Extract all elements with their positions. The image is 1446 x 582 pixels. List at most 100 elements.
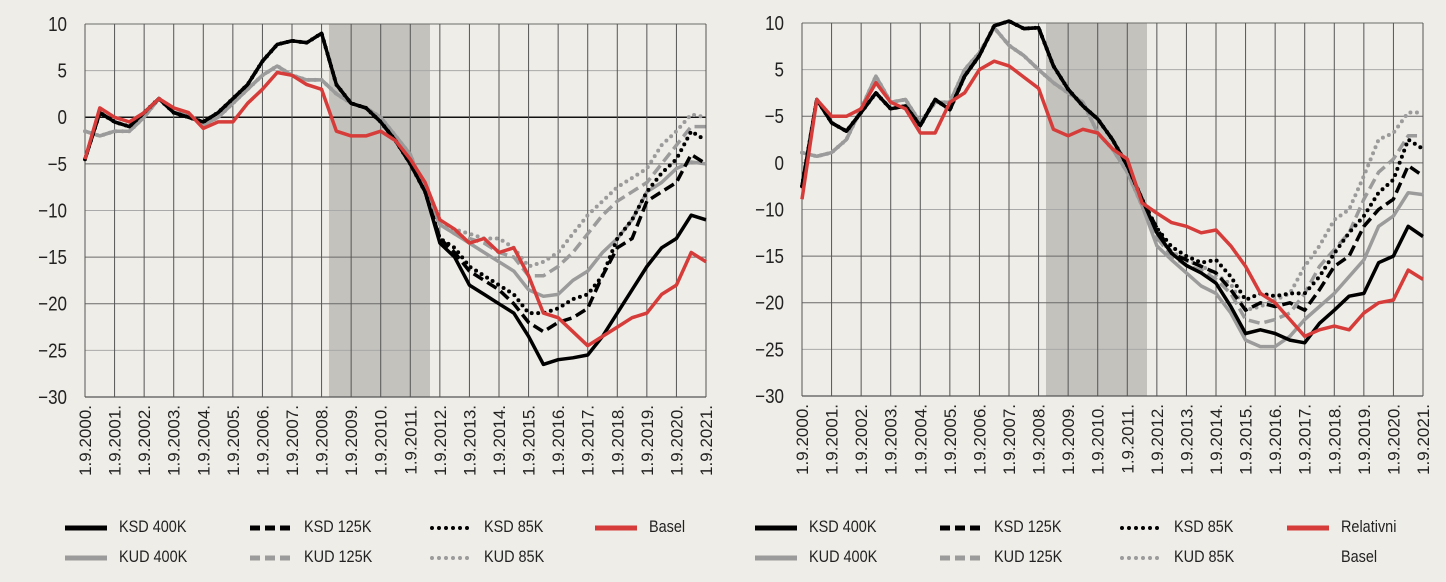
x-tick-label: 1.9.2019. (1355, 404, 1374, 475)
y-tick-label: 0 (58, 106, 67, 129)
legend-label: KSD 85K (484, 517, 544, 536)
legend-item-kud-400k: KUD 400K (755, 547, 889, 572)
legend-label: KSD 400K (119, 517, 187, 536)
legend-label: KSD 125K (994, 517, 1062, 536)
x-tick-label: 1.9.2004. (194, 405, 213, 476)
series-line-kud-125k (801, 25, 1423, 326)
x-tick-label: 1.9.2020. (667, 405, 686, 476)
solid-line-swatch-icon (755, 525, 797, 531)
legend-item-kud-85k: KUD 85K (430, 547, 555, 572)
x-tick-label: 1.9.2018. (608, 405, 627, 476)
x-tick-label: 1.9.2015. (520, 405, 539, 476)
x-tick-label: 1.9.2011. (401, 405, 420, 475)
x-tick-label: 1.9.2001. (823, 404, 842, 475)
legend-label-line1: Relativni (1341, 517, 1397, 536)
y-tick-label: −20 (755, 291, 784, 314)
legend-item-kud-125k: KUD 125K (940, 547, 1074, 572)
y-tick-label: −10 (755, 198, 784, 221)
legend-item-kud-125k: KUD 125K (250, 547, 384, 572)
y-tick-label: −5 (765, 105, 784, 128)
x-tick-label: 1.9.2012. (1148, 404, 1167, 475)
y-tick-label: 0 (775, 152, 784, 175)
x-tick-label: 1.9.2009. (342, 405, 361, 476)
x-tick-label: 1.9.2011. (1118, 404, 1137, 474)
chart-panel-1: 10 5 0 −5 −10 −15 −20 −25 −30 1.9.2000. 1.9.2001. 1… (38, 13, 716, 476)
y-tick-label: 10 (765, 12, 784, 35)
x-tick-label: 1.9.2021. (1414, 404, 1433, 475)
x-tick-label: 1.9.2015. (1237, 404, 1256, 475)
dashed-line-swatch-icon (250, 525, 292, 531)
series-line-basel (83, 70, 707, 348)
x-tick-label: 1.9.2005. (224, 405, 243, 476)
y-tick-label: −25 (38, 339, 67, 362)
gray-dashed-line-swatch-icon (940, 555, 982, 561)
gray-dotted-line-swatch-icon (1120, 556, 1162, 560)
legend-item-kud-85k: KUD 85K (1120, 547, 1245, 572)
x-tick-label: 1.9.2010. (1089, 404, 1108, 475)
legend-label: KUD 85K (1174, 547, 1235, 566)
legend-item-ksd-125k: KSD 125K (940, 517, 1073, 542)
x-tick-label: 1.9.2014. (1207, 404, 1226, 475)
y-tick-label: −10 (38, 199, 67, 222)
legend-item-ksd-85k: KSD 85K (1120, 517, 1244, 542)
x-tick-label: 1.9.2007. (283, 405, 302, 476)
legend-item-ksd-125k: KSD 125K (250, 517, 383, 542)
legend-label: KUD 125K (304, 547, 373, 566)
x-tick-label: 1.9.2000. (793, 404, 812, 475)
gray-solid-line-swatch-icon (755, 555, 797, 561)
x-tick-label: 1.9.2003. (165, 405, 184, 476)
dashed-line-swatch-icon (940, 525, 982, 531)
x-tick-label: 1.9.2010. (372, 405, 391, 476)
x-tick-label: 1.9.2014. (490, 405, 509, 476)
series-line-relativni-basel (800, 59, 1424, 339)
legend-label: KUD 125K (994, 547, 1063, 566)
legend-label: Basel (649, 517, 686, 536)
x-tick-label: 1.9.2013. (460, 405, 479, 476)
legend-label: KUD 85K (484, 547, 545, 566)
x-tick-label: 1.9.2019. (638, 405, 657, 476)
x-tick-label: 1.9.2006. (253, 405, 272, 476)
legend-item-ksd-400k: KSD 400K (755, 517, 888, 542)
x-tick-label: 1.9.2020. (1384, 404, 1403, 475)
chart-panel-2: 10 5 −5 0 −10 −15 −20 −25 −30 1.9.2000. 1.9.2001. 1… (755, 12, 1433, 475)
y-tick-label: −30 (38, 386, 67, 409)
legend-item-ksd-85k: KSD 85K (430, 517, 554, 542)
y-tick-label: −15 (755, 245, 784, 268)
x-tick-label: 1.9.2005. (941, 404, 960, 475)
gray-dashed-line-swatch-icon (250, 555, 292, 561)
x-tick-label: 1.9.2017. (1296, 404, 1315, 475)
x-tick-label: 1.9.2000. (76, 405, 95, 476)
legend-item-basel: Basel (595, 517, 692, 542)
x-tick-label: 1.9.2018. (1325, 404, 1344, 475)
y-tick-label: 5 (775, 58, 784, 81)
dotted-line-swatch-icon (430, 526, 472, 530)
x-tick-label: 1.9.2002. (852, 404, 871, 475)
red-line-swatch-icon (595, 525, 637, 531)
x-tick-label: 1.9.2006. (970, 404, 989, 475)
y-tick-label: −25 (755, 338, 784, 361)
gray-dotted-line-swatch-icon (430, 556, 472, 560)
x-tick-label: 1.9.2016. (1266, 404, 1285, 475)
legend-label: KUD 400K (809, 547, 878, 566)
x-tick-label: 1.9.2017. (579, 405, 598, 476)
x-tick-label: 1.9.2001. (106, 405, 125, 476)
legend-label-line2: Basel (1341, 547, 1378, 566)
legend-item-ksd-400k: KSD 400K (65, 517, 198, 542)
y-tick-label: 10 (48, 13, 67, 36)
legend-item-relativni-basel: Relativni Basel (1287, 517, 1406, 572)
x-tick-label: 1.9.2004. (911, 404, 930, 475)
legend-label: KSD 85K (1174, 517, 1234, 536)
x-tick-label: 1.9.2007. (1000, 404, 1019, 475)
x-tick-label: 1.9.2013. (1177, 404, 1196, 475)
legend-label: Relativni Basel (1341, 512, 1396, 572)
x-tick-label: 1.9.2016. (549, 405, 568, 476)
x-tick-label: 1.9.2021. (697, 405, 716, 476)
x-tick-label: 1.9.2003. (882, 404, 901, 475)
red-line-swatch-icon (1287, 525, 1329, 531)
legend-label: KUD 400K (119, 547, 188, 566)
y-tick-label: 5 (58, 59, 67, 82)
y-tick-label: −5 (48, 153, 67, 176)
legend-label: KSD 400K (809, 517, 877, 536)
